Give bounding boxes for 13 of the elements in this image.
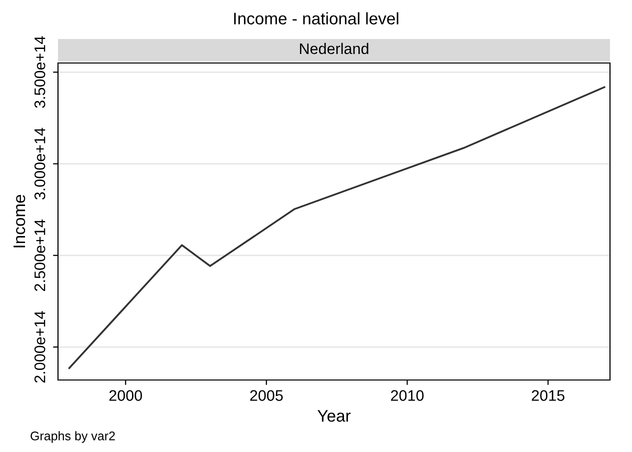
text: Graphs by var2 [30, 431, 115, 443]
x-tick-label: 2005 [250, 390, 283, 401]
y-axis-title: Income [14, 194, 26, 248]
x-tick-label: 2000 [109, 390, 142, 401]
y-tick-label: 2.500e+14 [34, 220, 46, 291]
y-tick-label: 3.500e+14 [34, 36, 46, 108]
x-tick-label: 2015 [532, 390, 564, 401]
chart-subtitle: Nederland [300, 42, 368, 54]
x-axis-title: Year [318, 410, 351, 422]
y-tick-label: 2.000e+14 [34, 311, 46, 383]
chart-title: Income - national level [234, 12, 398, 24]
x-tick-label: 2010 [391, 390, 424, 401]
y-tick-label: 3.000e+14 [34, 128, 46, 200]
